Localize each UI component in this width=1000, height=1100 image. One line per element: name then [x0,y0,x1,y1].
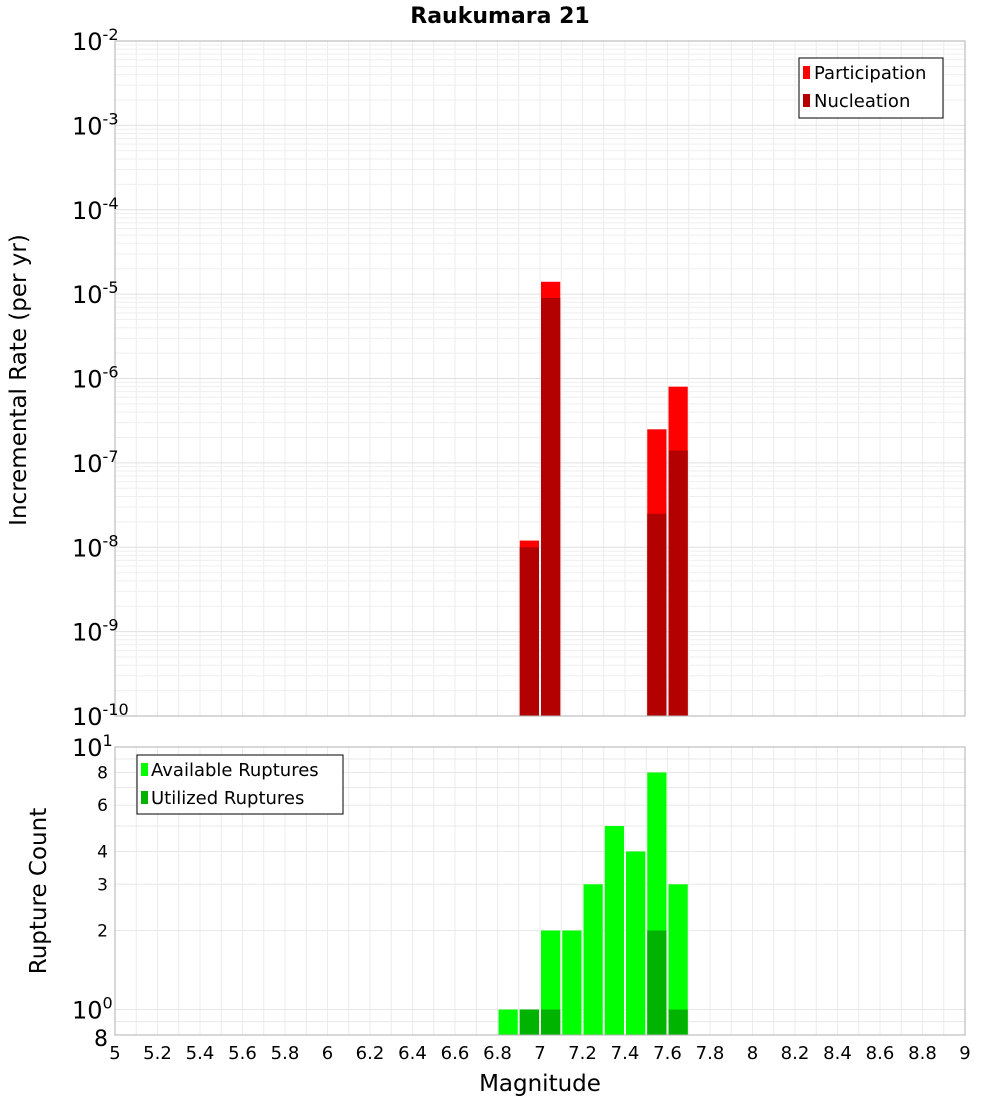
available-ruptures-bar [626,851,646,1035]
legend-label-utilized: Utilized Ruptures [151,788,304,809]
bottom-y-tick-label: 8 [97,763,108,783]
bottom-y-tick-label: 2 [97,922,108,942]
utilized-ruptures-bar [519,1009,539,1035]
x-axis-label: Magnitude [479,1071,601,1097]
x-tick-label: 8.8 [908,1043,937,1064]
x-tick-label: 7.4 [611,1043,640,1064]
available-ruptures-bar [498,1009,518,1035]
top-y-tick-label: 10-7 [72,447,119,478]
available-ruptures-bar [583,884,603,1035]
x-tick-label: 6.2 [356,1043,385,1064]
x-tick-label: 7.2 [568,1043,597,1064]
x-tick-label: 5.4 [186,1043,215,1064]
x-tick-label: 8 [747,1043,758,1064]
available-ruptures-bar [604,826,624,1035]
top-y-tick-label: 10-4 [72,194,119,225]
legend-swatch-utilized [141,791,148,804]
x-tick-label: 8.6 [866,1043,895,1064]
top-y-tick-label: 10-6 [72,363,119,394]
bottom-y-axis-label: Rupture Count [26,808,52,974]
x-tick-label: 5.8 [271,1043,300,1064]
legend-label-nucleation: Nucleation [814,91,910,112]
nucleation-bar [541,297,561,716]
legend-swatch-available [141,763,148,776]
top-bars [519,281,688,716]
x-tick-label: 7.8 [696,1043,725,1064]
bottom-bars [498,772,688,1035]
x-tick-label: 5.2 [143,1043,172,1064]
top-y-tick-label: 10-2 [72,25,119,56]
x-tick-label: 5.6 [228,1043,257,1064]
legend-label-participation: Participation [814,63,926,84]
bottom-y-tick-power: 100 [72,994,113,1025]
bottom-y-tick-label: 6 [97,796,108,816]
utilized-ruptures-bar [647,930,667,1035]
nucleation-bar [647,513,667,716]
chart-title: Raukumara 21 [410,4,589,29]
top-legend-box [798,57,944,119]
x-tick-label: 9 [959,1043,970,1064]
bottom-plot-frame [114,746,966,1036]
bottom-legend-box [136,754,344,815]
top-legend: Participation Nucleation [798,57,944,119]
legend-swatch-nucleation [803,94,810,107]
x-tick-label: 6.4 [398,1043,427,1064]
top-y-tick-label: 10-8 [72,531,119,562]
x-tick-label: 8.2 [781,1043,810,1064]
top-y-tick-label: 10-3 [72,109,119,140]
x-tick-label: 8.4 [823,1043,852,1064]
top-y-ticks: 10-10 10-9 10-8 10-7 10-6 10-5 10-4 10-3 10-2 [72,25,129,731]
bottom-y-tick-label: 3 [97,875,108,895]
x-ticks: 5 5.2 5.4 5.6 5.8 6 6.2 6.4 6.6 6.8 7 7.2 7.4 7.6 7.8 8… [109,1043,970,1064]
bottom-y-tick-label: 4 [97,842,108,862]
top-y-tick-label: 10-10 [72,700,129,731]
top-y-axis-label: Incremental Rate (per yr) [6,234,32,526]
x-tick-label: 6.8 [483,1043,512,1064]
available-ruptures-bar [668,884,688,1035]
legend-label-available: Available Ruptures [151,760,319,781]
utilized-ruptures-bar [541,1009,561,1035]
x-tick-label: 7.6 [653,1043,682,1064]
legend-swatch-participation [803,66,810,79]
available-ruptures-bar [562,930,582,1035]
nucleation-bar [668,450,688,716]
top-plot-frame [114,40,966,717]
bottom-y-tick-power: 101 [72,731,113,762]
x-tick-label: 6 [322,1043,333,1064]
nucleation-bar [519,547,539,716]
top-y-tick-label: 10-5 [72,278,119,309]
utilized-ruptures-bar [668,1009,688,1035]
x-tick-label: 7 [534,1043,545,1064]
bottom-legend: Available Ruptures Utilized Ruptures [136,754,344,815]
top-grid [114,41,966,717]
bottom-y-tick-min: 8 [94,1027,108,1052]
available-ruptures-bar [541,930,561,1035]
x-tick-label: 5 [109,1043,120,1064]
top-y-tick-label: 10-9 [72,616,119,647]
x-tick-label: 6.6 [441,1043,470,1064]
